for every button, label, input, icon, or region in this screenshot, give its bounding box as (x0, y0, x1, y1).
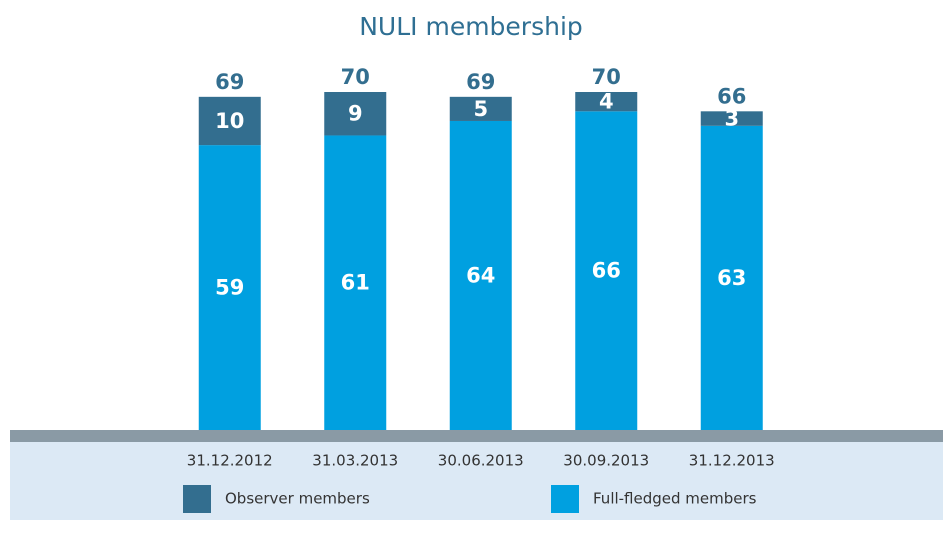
total-label: 69 (466, 70, 495, 94)
total-label: 70 (592, 65, 621, 89)
segment-label: 66 (592, 259, 621, 283)
bar-segment (575, 92, 638, 112)
total-label: 66 (717, 84, 746, 108)
bar-segment (449, 120, 512, 430)
x-tick-label: 30.09.2013 (563, 452, 649, 470)
segment-label: 9 (348, 102, 363, 126)
legend-swatch (183, 485, 211, 513)
segment-label: 10 (215, 109, 244, 133)
x-tick-label: 31.03.2013 (312, 452, 398, 470)
chart-title: NULI membership (359, 12, 583, 41)
segment-label: 4 (599, 90, 614, 114)
segment-label: 5 (473, 97, 488, 121)
bar-segment (700, 125, 763, 431)
x-tick-label: 31.12.2013 (689, 452, 775, 470)
bar-segment (324, 92, 387, 136)
baseline-strip (10, 430, 943, 442)
x-tick-label: 31.12.2012 (187, 452, 273, 470)
segment-label: 59 (215, 276, 244, 300)
bar-segment (449, 96, 512, 121)
segment-label: 63 (717, 266, 746, 290)
segment-label: 64 (466, 263, 495, 287)
legend-label: Observer members (225, 490, 370, 508)
total-label: 69 (215, 70, 244, 94)
bar-segment (324, 135, 387, 430)
bar-segment (198, 145, 261, 430)
segment-label: 61 (341, 271, 370, 295)
total-label: 70 (341, 65, 370, 89)
bar-segment (700, 111, 763, 126)
x-tick-label: 30.06.2013 (438, 452, 524, 470)
legend-label: Full-fledged members (593, 490, 757, 508)
legend-panel (10, 442, 943, 520)
bar-segment (198, 96, 261, 146)
bar-segment (575, 111, 638, 431)
legend-swatch (551, 485, 579, 513)
segment-label: 3 (724, 107, 739, 131)
